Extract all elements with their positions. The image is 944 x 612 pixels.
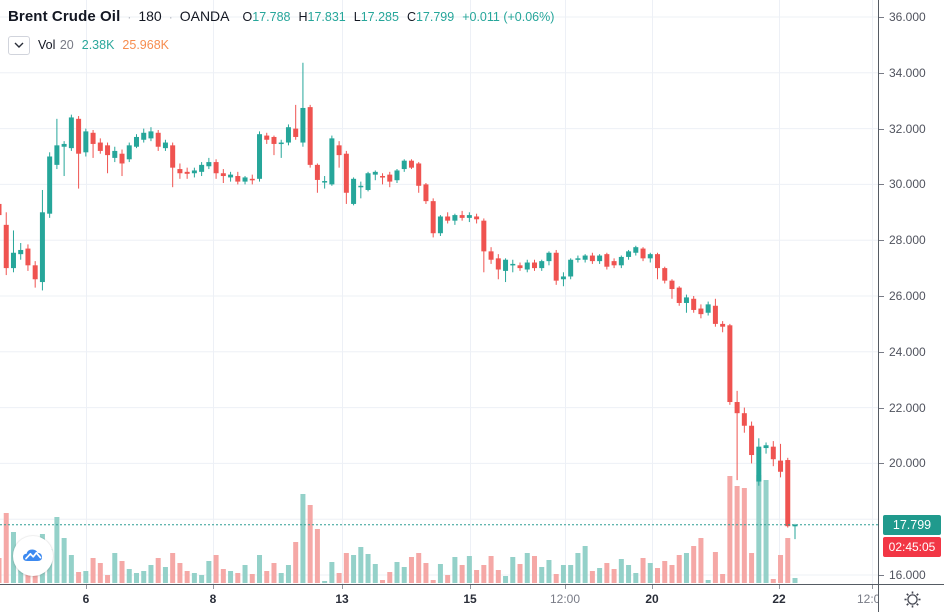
time-tick-label: 13 xyxy=(335,592,349,606)
price-tick xyxy=(879,72,884,74)
high-value: 17.831 xyxy=(307,10,346,24)
exchange-watermark-logo xyxy=(13,536,53,576)
time-tick xyxy=(872,585,873,589)
separator: · xyxy=(127,10,132,24)
price-tick xyxy=(879,463,884,465)
last-price-value: 17.799 xyxy=(892,517,932,532)
time-tick xyxy=(779,585,780,589)
gear-icon xyxy=(904,591,920,607)
interval-label[interactable]: 180 xyxy=(138,8,162,24)
close-value: 17.799 xyxy=(415,10,455,24)
ohlc-values: O17.788 H17.831 L17.285 C17.799 +0.011 (… xyxy=(243,10,555,24)
cloud-mountain-logo-icon xyxy=(23,549,42,561)
time-tick-label: 15 xyxy=(463,592,477,606)
low-value: 17.285 xyxy=(360,10,399,24)
price-tick-label: 16.000 xyxy=(889,568,926,582)
time-tick xyxy=(86,585,87,589)
change-value: +0.011 (+0.06%) xyxy=(462,10,555,24)
time-tick-label: 6 xyxy=(82,592,90,606)
price-tick xyxy=(879,351,884,353)
symbol-title[interactable]: Brent Crude Oil xyxy=(8,8,121,25)
volume-indicator-row: Vol 20 2.38K 25.968K xyxy=(8,35,554,55)
legend: Brent Crude Oil · 180 · OANDA O17.788 H1… xyxy=(8,8,554,55)
chevron-down-icon xyxy=(14,42,24,48)
volume-ma-period: 20 xyxy=(59,38,74,52)
symbol-row[interactable]: Brent Crude Oil · 180 · OANDA O17.788 H1… xyxy=(8,8,554,28)
low-label: L xyxy=(353,10,361,24)
open-value: 17.788 xyxy=(252,10,291,24)
price-tick xyxy=(879,575,884,576)
time-tick xyxy=(652,585,653,589)
time-tick xyxy=(342,585,343,589)
time-tick-label: 12:00 xyxy=(856,592,878,606)
volume-ma-value: 25.968K xyxy=(122,38,169,52)
axis-settings-button[interactable] xyxy=(878,584,944,612)
time-tick xyxy=(213,585,214,589)
price-tick-label: 32.000 xyxy=(889,121,926,136)
price-tick-label: 20.000 xyxy=(889,456,926,471)
price-tick-label: 28.000 xyxy=(889,233,926,248)
price-tick-label: 34.000 xyxy=(889,65,926,80)
bar-countdown-badge: 02:45:05 xyxy=(883,536,941,557)
high-label: H xyxy=(298,10,308,24)
exchange-label: OANDA xyxy=(179,8,230,24)
legend-collapse-button[interactable] xyxy=(8,35,30,55)
price-tick-label: 36.000 xyxy=(889,10,926,24)
time-tick xyxy=(470,585,471,589)
time-axis[interactable]: 6 8 13 15 12:00 20 22 12:00 xyxy=(0,584,878,612)
price-tick xyxy=(879,128,884,130)
price-tick xyxy=(879,240,884,242)
price-tick-label: 30.000 xyxy=(889,177,926,192)
volume-current-value: 2.38K xyxy=(81,38,115,52)
last-price-badge: 17.799 xyxy=(883,514,941,535)
time-tick-label: 20 xyxy=(645,592,659,606)
price-tick xyxy=(879,17,884,18)
close-label: C xyxy=(406,10,416,24)
volume-label: Vol xyxy=(38,38,56,52)
price-tick-label: 22.000 xyxy=(889,400,926,415)
time-tick xyxy=(565,585,566,589)
separator: · xyxy=(168,10,173,24)
price-tick xyxy=(879,296,884,297)
time-tick-label: 12:00 xyxy=(549,592,581,606)
chart-canvas[interactable] xyxy=(0,0,878,584)
time-tick-label: 22 xyxy=(772,592,786,606)
open-label: O xyxy=(242,10,253,24)
price-axis[interactable]: 17.799 02:45:05 36.000 34.000 32.000 30.000… xyxy=(878,0,944,584)
price-tick xyxy=(879,407,884,409)
price-tick-label: 26.000 xyxy=(889,289,926,303)
time-tick-label: 8 xyxy=(209,592,217,606)
countdown-value: 02:45:05 xyxy=(888,539,936,554)
price-tick xyxy=(879,184,884,186)
price-tick-label: 24.000 xyxy=(889,344,926,359)
